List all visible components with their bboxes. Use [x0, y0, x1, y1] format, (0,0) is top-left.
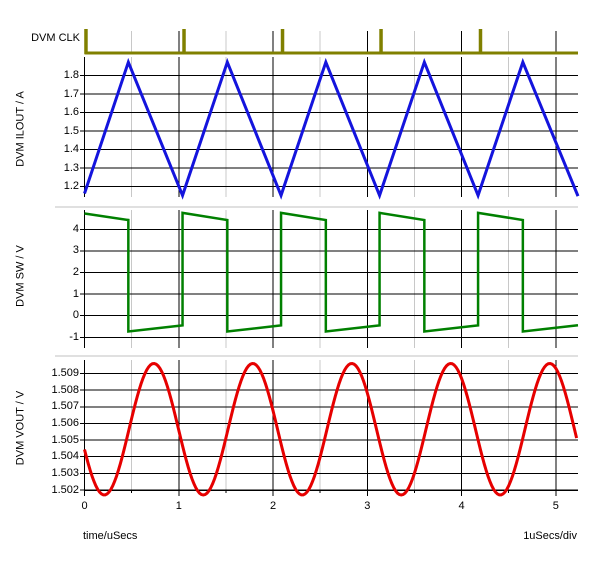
x-tick-label: 2 — [269, 500, 277, 512]
panel-clk-label: DVM CLK — [31, 32, 80, 44]
y-tick-label: 4 — [72, 222, 79, 235]
y-tick-label: 3 — [72, 244, 79, 257]
y-tick-label: 1.505 — [51, 433, 79, 446]
vout-trace[interactable] — [83, 361, 579, 497]
y-tick-label: 1.504 — [51, 450, 79, 463]
y-tick-label: 1.3 — [63, 161, 79, 174]
y-tick-label: 1.508 — [51, 383, 79, 396]
y-tick-label: 1.7 — [63, 87, 79, 100]
y-tick-label: 1.8 — [63, 69, 79, 81]
y-tick-label: 1.503 — [51, 466, 79, 479]
y-tick-label: 1.6 — [63, 106, 79, 118]
y-tick-label: 2 — [72, 266, 79, 278]
y-tick-label: 1.506 — [51, 416, 79, 429]
ilout-trace[interactable] — [83, 57, 580, 200]
x-tick-label: 5 — [552, 500, 559, 512]
x-tick-label: 1 — [175, 500, 182, 512]
y-tick-label: 1.509 — [51, 366, 79, 379]
x-tick-label: 4 — [458, 500, 465, 512]
y-tick-label: 0 — [72, 309, 79, 322]
y-tick-label: 1.5 — [63, 124, 79, 137]
x-tick-label: 0 — [81, 500, 88, 512]
x-tick-label: 3 — [364, 500, 371, 512]
x-axis-scale-note: 1uSecs/div — [523, 530, 577, 542]
x-axis-label: time/uSecs — [83, 530, 138, 542]
y-tick-label: 1.502 — [51, 483, 79, 496]
y-tick-label: 1.2 — [63, 180, 79, 192]
y-tick-label: 1.507 — [51, 400, 79, 413]
y-tick-label: 1.4 — [63, 143, 79, 155]
y-tick-label: 1 — [72, 287, 79, 300]
sw-trace[interactable] — [84, 211, 579, 333]
y-tick-label: -1 — [69, 330, 79, 343]
